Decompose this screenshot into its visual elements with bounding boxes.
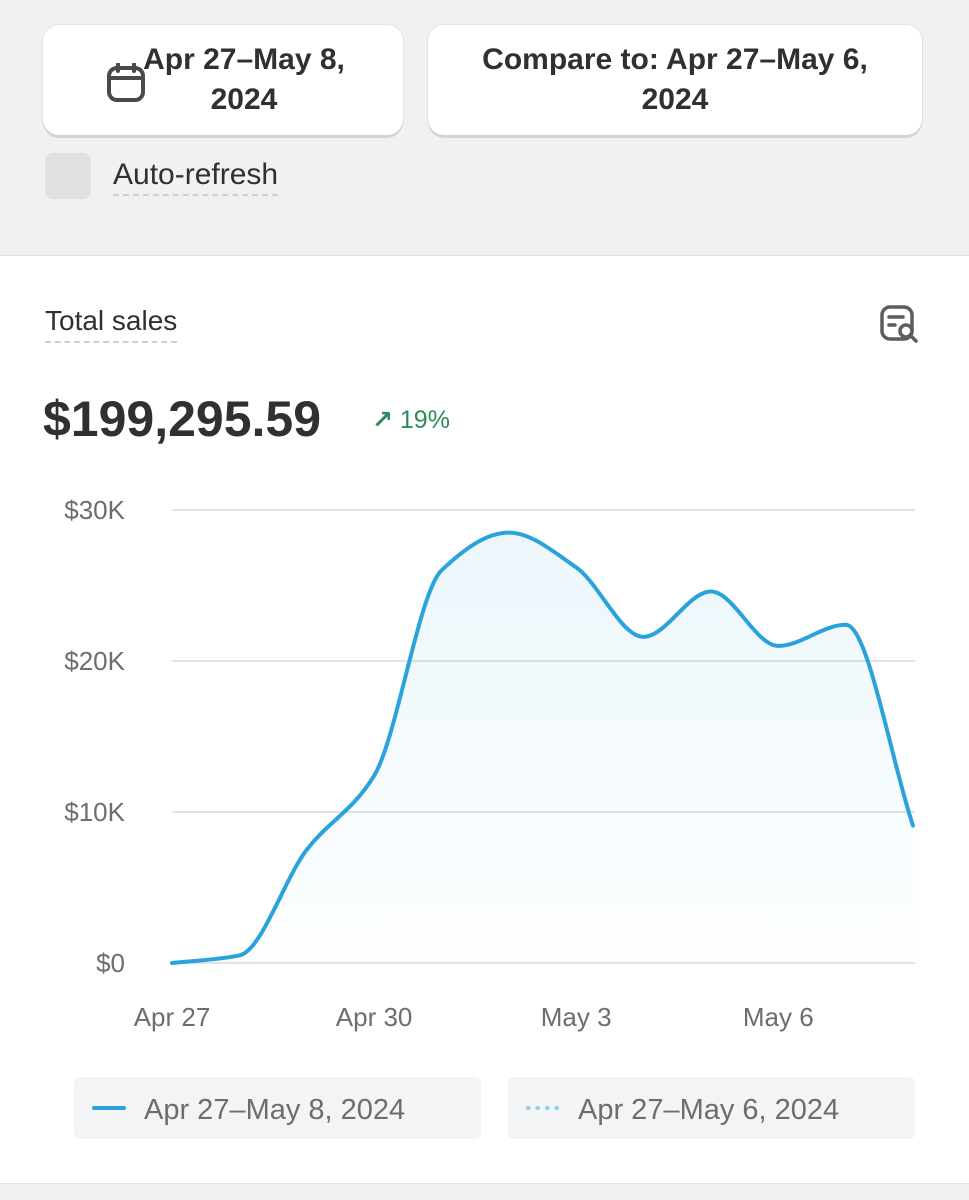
explore-icon[interactable] [879, 304, 919, 344]
auto-refresh-checkbox[interactable] [45, 153, 91, 199]
legend-label: Apr 27–May 8, 2024 [144, 1094, 405, 1126]
legend-label: Apr 27–May 6, 2024 [578, 1094, 839, 1126]
line [170, 530, 915, 965]
total-sales: $199,295.59 [43, 391, 322, 447]
x-tick-label: Apr 30 [336, 1002, 413, 1032]
change-indicator: ↗ 19% [372, 406, 450, 434]
y-tick-label: $10K [64, 797, 125, 827]
calendar-icon [107, 63, 145, 102]
y-tick-label: $30K [64, 495, 125, 525]
date-range-button[interactable]: Apr 27–May 8, 2024 [43, 25, 403, 135]
x-tick-label: May 6 [743, 1002, 814, 1032]
y-tick-label: $0 [96, 948, 125, 978]
x-tick-label: May 3 [541, 1002, 612, 1032]
compare-text: Compare to: Apr 27–May 6, 2024 [482, 43, 868, 116]
area [172, 532, 913, 963]
legend-item [74, 1077, 481, 1139]
date-range-text: Apr 27–May 8, 2024 [143, 43, 345, 116]
y-tick-label: $20K [64, 646, 125, 676]
change-value: 19% [399, 406, 450, 434]
legend-item [508, 1077, 915, 1139]
card-title[interactable]: Total sales [45, 305, 178, 343]
auto-refresh-label[interactable]: Auto-refresh [113, 158, 279, 196]
x-tick-label: Apr 27 [134, 1002, 211, 1032]
compare-button[interactable]: Compare to: Apr 27–May 6, 2024 [428, 25, 922, 135]
